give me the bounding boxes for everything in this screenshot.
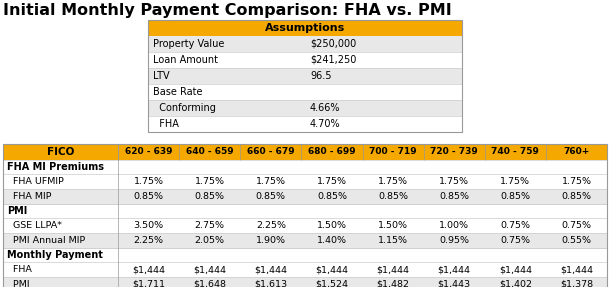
Text: 1.00%: 1.00%: [439, 221, 469, 230]
Text: 740 - 759: 740 - 759: [492, 148, 539, 156]
Text: 3.50%: 3.50%: [134, 221, 163, 230]
Text: $1,444: $1,444: [193, 265, 226, 274]
Text: 1.15%: 1.15%: [378, 236, 408, 245]
Bar: [3, 218, 607, 233]
Text: PMI: PMI: [7, 206, 27, 216]
Text: $1,444: $1,444: [438, 265, 471, 274]
Text: 1.75%: 1.75%: [500, 177, 530, 186]
Text: 1.75%: 1.75%: [378, 177, 408, 186]
Text: 1.75%: 1.75%: [134, 177, 163, 186]
Text: PMI Annual MIP: PMI Annual MIP: [7, 236, 85, 245]
Text: $1,444: $1,444: [499, 265, 532, 274]
Text: 96.5: 96.5: [310, 71, 331, 81]
Bar: [3, 248, 607, 262]
Text: $1,443: $1,443: [437, 280, 471, 287]
Text: $1,613: $1,613: [254, 280, 287, 287]
Text: 2.05%: 2.05%: [195, 236, 224, 245]
Text: 2.75%: 2.75%: [195, 221, 224, 230]
Text: 4.70%: 4.70%: [310, 119, 340, 129]
Text: 1.75%: 1.75%: [256, 177, 286, 186]
Text: FHA: FHA: [7, 265, 32, 274]
Bar: [148, 68, 462, 84]
Bar: [3, 144, 607, 160]
Text: 0.95%: 0.95%: [439, 236, 469, 245]
Text: 2.25%: 2.25%: [256, 221, 286, 230]
Bar: [3, 204, 607, 218]
Text: 1.75%: 1.75%: [561, 177, 592, 186]
Text: 1.90%: 1.90%: [256, 236, 286, 245]
Text: 620 - 639: 620 - 639: [125, 148, 172, 156]
Bar: [3, 233, 607, 248]
Text: FHA: FHA: [153, 119, 179, 129]
Text: FHA MI Premiums: FHA MI Premiums: [7, 162, 104, 172]
Text: 1.75%: 1.75%: [195, 177, 224, 186]
Bar: [148, 100, 462, 116]
Text: $1,378: $1,378: [560, 280, 593, 287]
Text: $250,000: $250,000: [310, 39, 356, 49]
Bar: [3, 189, 607, 204]
Text: 700 - 719: 700 - 719: [369, 148, 417, 156]
Text: 0.75%: 0.75%: [561, 221, 592, 230]
Text: 660 - 679: 660 - 679: [247, 148, 295, 156]
Text: $1,444: $1,444: [376, 265, 409, 274]
Text: Assumptions: Assumptions: [265, 23, 345, 33]
Text: $1,444: $1,444: [132, 265, 165, 274]
Text: 0.85%: 0.85%: [195, 192, 224, 201]
Text: 1.75%: 1.75%: [317, 177, 347, 186]
Bar: [148, 20, 462, 132]
Text: 1.75%: 1.75%: [439, 177, 469, 186]
Bar: [148, 36, 462, 52]
Bar: [3, 160, 607, 174]
Text: $1,444: $1,444: [254, 265, 287, 274]
Bar: [3, 144, 607, 287]
Text: Monthly Payment: Monthly Payment: [7, 250, 103, 260]
Text: $1,524: $1,524: [315, 280, 348, 287]
Text: $1,648: $1,648: [193, 280, 226, 287]
Text: 2.25%: 2.25%: [134, 236, 163, 245]
Bar: [3, 174, 607, 189]
Text: Conforming: Conforming: [153, 103, 216, 113]
Text: PMI: PMI: [7, 280, 30, 287]
Text: $1,444: $1,444: [315, 265, 348, 274]
Text: $1,711: $1,711: [132, 280, 165, 287]
Bar: [148, 20, 462, 36]
Bar: [3, 277, 607, 287]
Text: 0.55%: 0.55%: [561, 236, 592, 245]
Text: 4.66%: 4.66%: [310, 103, 340, 113]
Text: 0.85%: 0.85%: [317, 192, 347, 201]
Text: $1,402: $1,402: [499, 280, 532, 287]
Text: 680 - 699: 680 - 699: [308, 148, 356, 156]
Bar: [148, 84, 462, 100]
Text: Loan Amount: Loan Amount: [153, 55, 218, 65]
Text: Property Value: Property Value: [153, 39, 224, 49]
Text: 1.40%: 1.40%: [317, 236, 347, 245]
Text: 1.50%: 1.50%: [378, 221, 408, 230]
Text: GSE LLPA*: GSE LLPA*: [7, 221, 62, 230]
Text: $241,250: $241,250: [310, 55, 356, 65]
Text: 0.75%: 0.75%: [500, 221, 530, 230]
Text: 760+: 760+: [563, 148, 590, 156]
Bar: [148, 52, 462, 68]
Text: LTV: LTV: [153, 71, 170, 81]
Text: Base Rate: Base Rate: [153, 87, 203, 97]
Text: $1,482: $1,482: [376, 280, 409, 287]
Text: 0.75%: 0.75%: [500, 236, 530, 245]
Text: 0.85%: 0.85%: [134, 192, 163, 201]
Text: Initial Monthly Payment Comparison: FHA vs. PMI: Initial Monthly Payment Comparison: FHA …: [3, 3, 452, 18]
Text: 0.85%: 0.85%: [561, 192, 592, 201]
Bar: [3, 262, 607, 277]
Text: FHA UFMIP: FHA UFMIP: [7, 177, 64, 186]
Text: $1,444: $1,444: [560, 265, 593, 274]
Text: FICO: FICO: [47, 147, 74, 157]
Text: 720 - 739: 720 - 739: [430, 148, 478, 156]
Text: 0.85%: 0.85%: [256, 192, 286, 201]
Text: 0.85%: 0.85%: [500, 192, 530, 201]
Bar: [148, 116, 462, 132]
Text: FHA MIP: FHA MIP: [7, 192, 51, 201]
Text: 1.50%: 1.50%: [317, 221, 347, 230]
Text: 640 - 659: 640 - 659: [186, 148, 234, 156]
Text: 0.85%: 0.85%: [439, 192, 469, 201]
Text: 0.85%: 0.85%: [378, 192, 408, 201]
